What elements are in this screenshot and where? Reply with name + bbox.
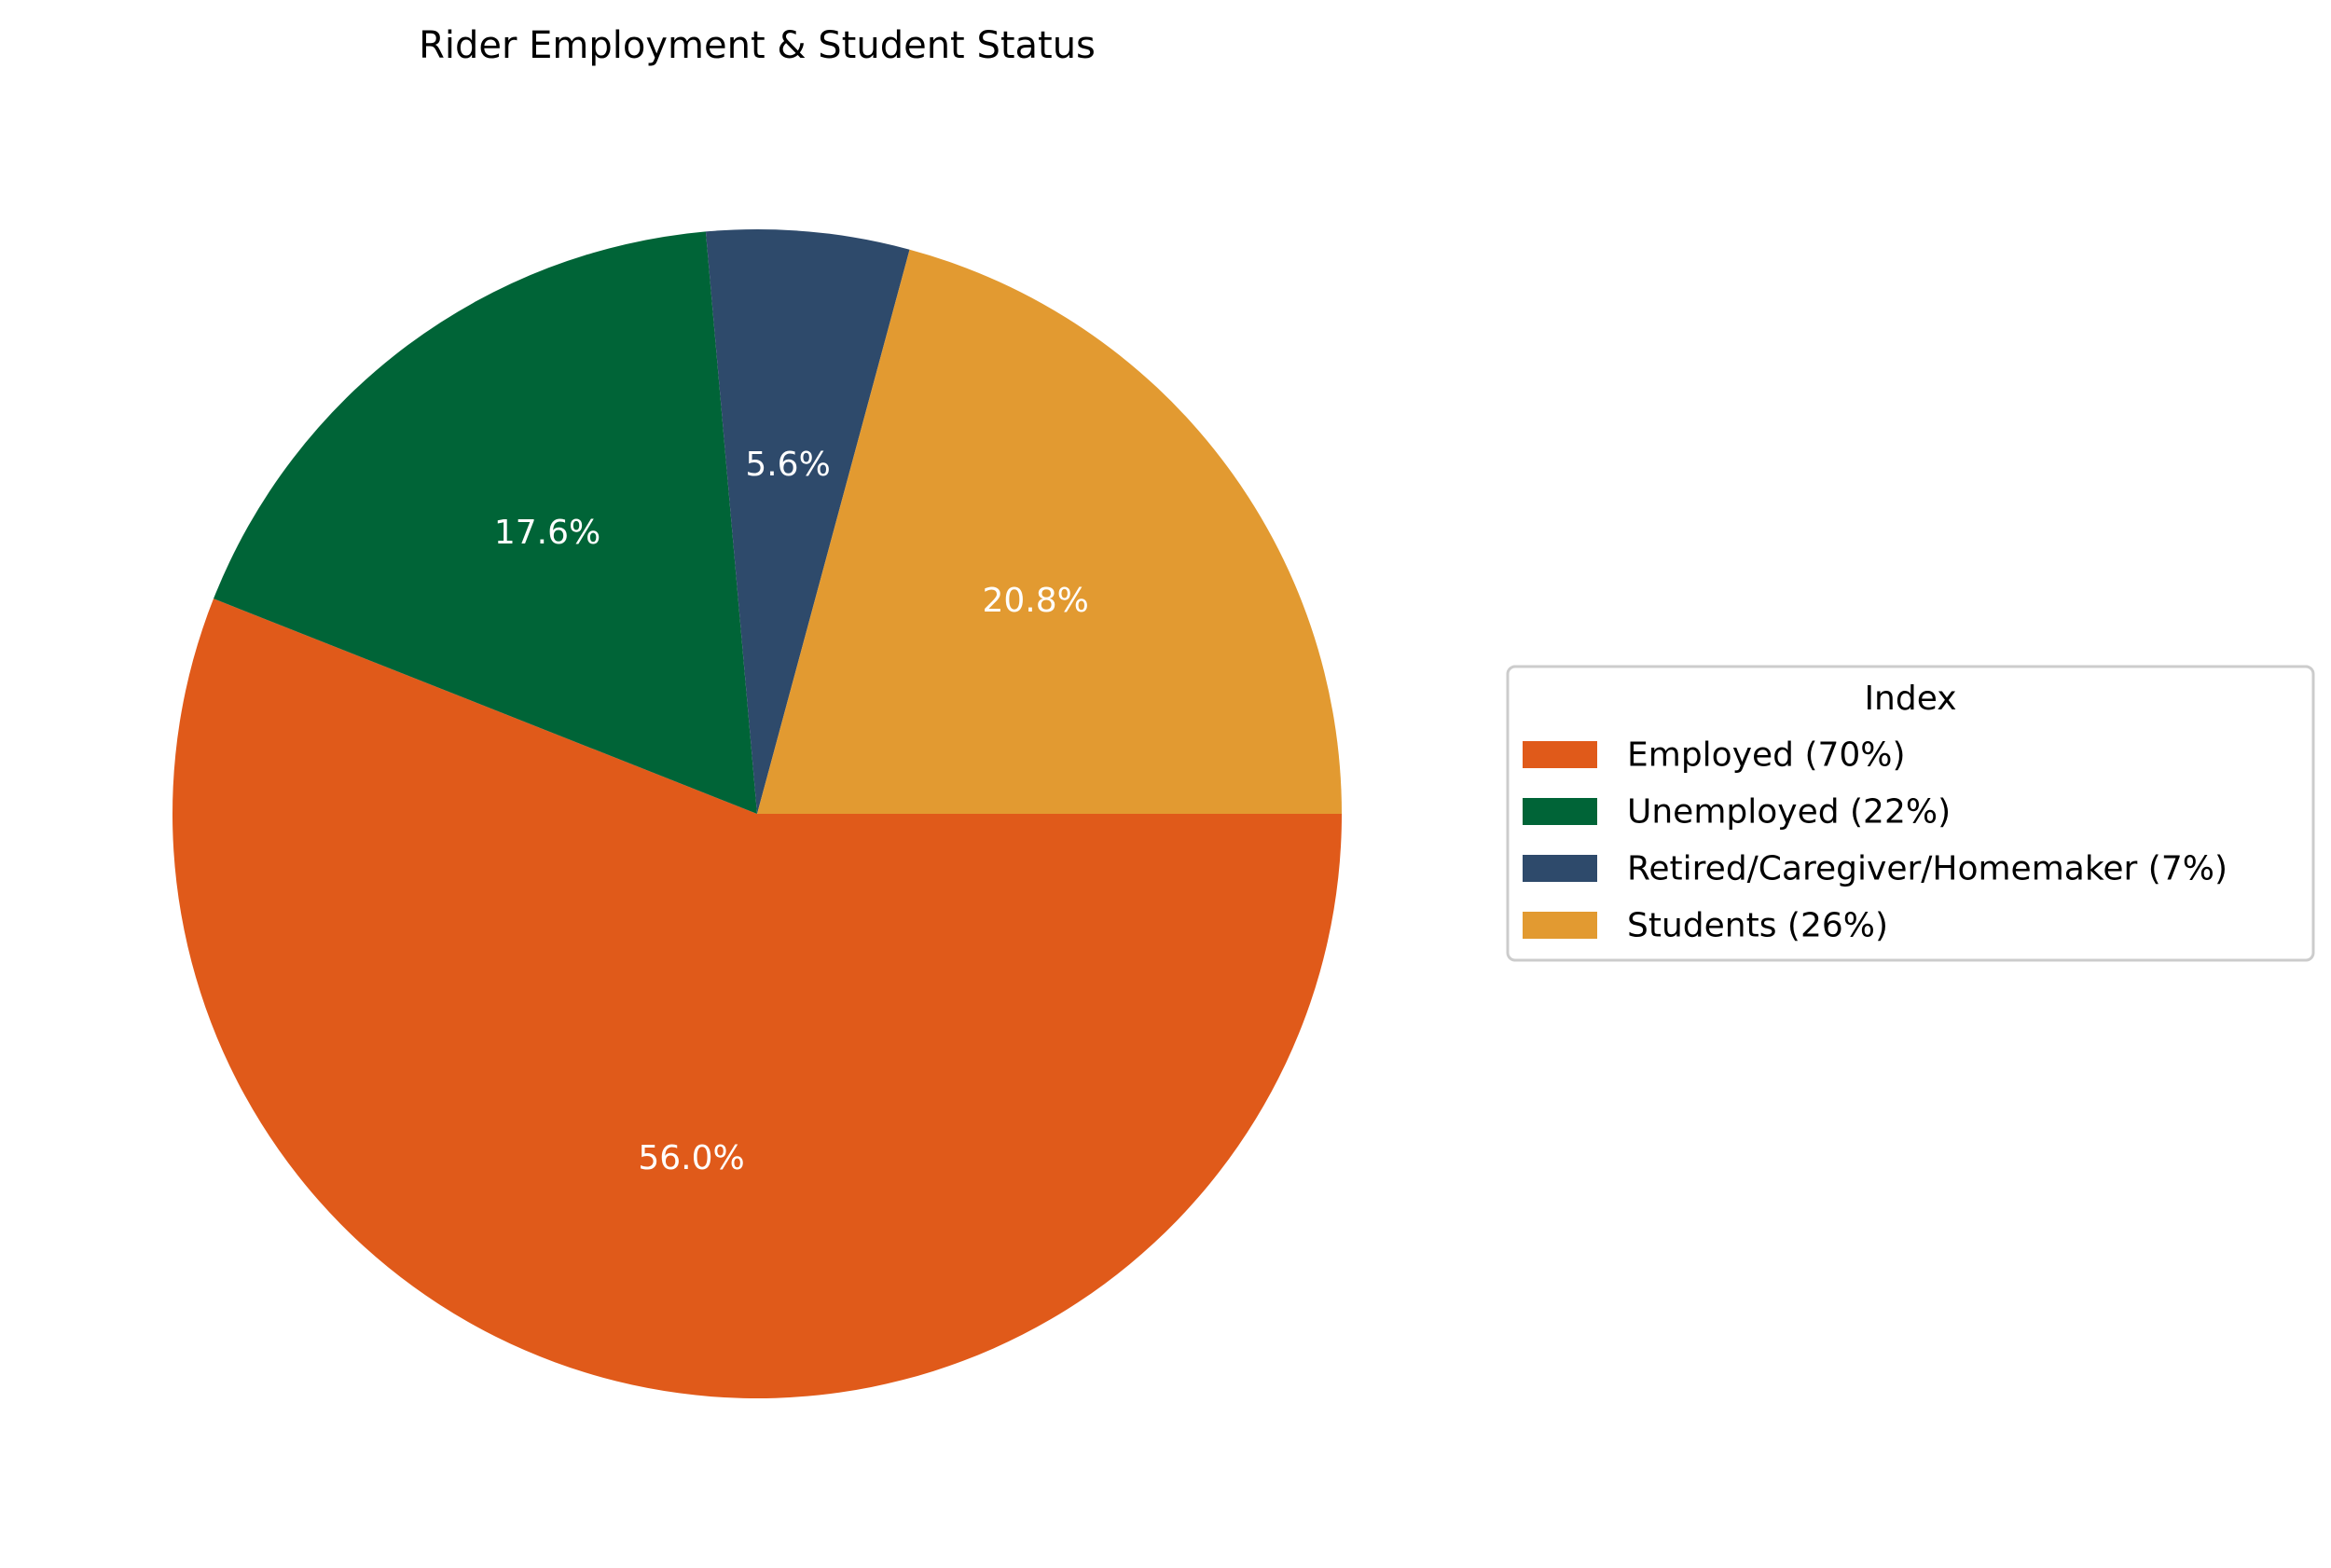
pie-percent-label-3: 5.6%: [745, 446, 830, 484]
legend-swatch-1: [1523, 741, 1597, 768]
pie-percent-labels: 56.0% 17.6% 5.6% 20.8%: [494, 446, 1089, 1177]
legend-swatch-3: [1523, 855, 1597, 882]
pie-slice-2: [214, 231, 757, 815]
legend-label-2: Unemployed (22%): [1627, 793, 1951, 832]
pie-slice-4: [757, 249, 1342, 815]
legend-frame: [1506, 665, 2315, 962]
pie-percent-label-2: 17.6%: [494, 514, 600, 552]
pie-slices: [172, 229, 1342, 1398]
pie-slice-1: [172, 598, 1342, 1398]
chart-title: Rider Employment & Student Status: [419, 24, 1096, 67]
legend-items: Employed (70%) Unemployed (22%) Retired/Ca…: [1523, 736, 2228, 945]
legend-swatch-4: [1523, 912, 1597, 939]
legend-label-1: Employed (70%): [1627, 736, 1906, 775]
pie-percent-label-4: 20.8%: [983, 582, 1089, 620]
legend-title: Index: [1864, 680, 1956, 718]
legend: Index Employed (70%) Unemployed (22%) Reti…: [1506, 665, 2315, 962]
pie-slice-3: [705, 229, 910, 814]
pie-percent-label-1: 56.0%: [638, 1139, 744, 1177]
legend-label-3: Retired/Caregiver/Homemaker (7%): [1627, 850, 2228, 888]
legend-label-4: Students (26%): [1627, 907, 1888, 945]
legend-swatch-2: [1523, 798, 1597, 825]
